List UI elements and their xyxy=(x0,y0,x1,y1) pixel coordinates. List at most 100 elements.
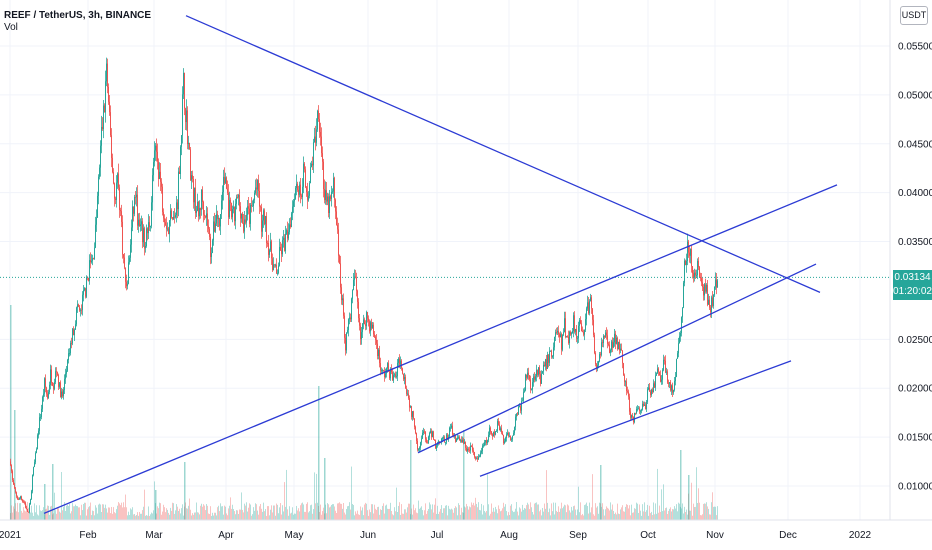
candle-body xyxy=(56,371,57,373)
candle-body xyxy=(182,94,183,136)
volume-bar xyxy=(641,515,642,520)
volume-bar xyxy=(76,505,77,520)
volume-bar xyxy=(43,507,44,520)
volume-bar xyxy=(648,515,649,520)
candle-body xyxy=(529,375,530,380)
volume-bar xyxy=(615,512,616,520)
candle-body xyxy=(253,200,254,207)
volume-bar xyxy=(575,509,576,520)
candle-body xyxy=(117,173,118,183)
volume-bar xyxy=(392,514,393,520)
volume-bar xyxy=(44,514,45,520)
volume-bar xyxy=(249,503,250,520)
volume-bar xyxy=(393,515,394,520)
volume-bar xyxy=(501,510,502,520)
volume-bar xyxy=(521,511,522,520)
volume-bar xyxy=(714,506,715,520)
volume-bar xyxy=(681,508,682,520)
volume-bar xyxy=(45,509,46,520)
volume-bar xyxy=(647,504,648,520)
volume-bar xyxy=(443,508,444,520)
candle-body xyxy=(144,228,145,249)
candle-body xyxy=(233,206,234,210)
currency-unit-button[interactable]: USDT xyxy=(900,6,928,25)
volume-bar xyxy=(496,509,497,520)
candle-body xyxy=(456,439,457,442)
volume-bar xyxy=(147,515,148,520)
candle-body xyxy=(48,392,49,398)
candle-body xyxy=(94,247,95,259)
candle-body xyxy=(104,105,105,113)
volume-bar xyxy=(621,507,622,520)
volume-bar xyxy=(356,513,357,520)
candle-body xyxy=(103,105,104,130)
symbol-title[interactable]: REEF / TetherUS, 3h, BINANCE xyxy=(4,10,152,21)
candle-body xyxy=(263,210,264,221)
volume-bar xyxy=(468,509,469,520)
candle-body xyxy=(517,413,518,415)
volume-bar xyxy=(307,502,308,520)
volume-bar xyxy=(661,489,662,520)
candle-body xyxy=(342,298,343,301)
trendlines[interactable] xyxy=(43,15,838,514)
volume-bar xyxy=(247,511,248,520)
time-axis[interactable]: 2021 Feb Mar Apr May Jun Jul Aug Sep Oct Nov Dec 202… xyxy=(0,519,932,541)
volume-bar xyxy=(579,512,580,520)
candle-body xyxy=(308,195,309,201)
candle-body xyxy=(553,347,554,357)
volume-bar xyxy=(290,513,291,520)
volume-bar xyxy=(322,511,323,520)
volume-bar xyxy=(229,505,230,520)
volume-label[interactable]: Vol xyxy=(4,22,18,33)
volume-bar xyxy=(185,502,186,520)
candle-body xyxy=(394,374,395,376)
candle-body xyxy=(705,284,706,292)
candle-body xyxy=(102,126,103,130)
candle-body xyxy=(534,376,535,380)
volume-bar xyxy=(643,511,644,520)
volume-bar xyxy=(665,508,666,520)
time-tick-label: Dec xyxy=(779,530,797,541)
price-axis[interactable]: 0.05500 0.05000 0.04500 0.04000 0.03500 0.025… xyxy=(889,0,932,520)
candle-body xyxy=(362,323,363,333)
volume-bar xyxy=(201,503,202,520)
volume-bar xyxy=(642,504,643,520)
volume-bar xyxy=(133,514,134,520)
volume-bar xyxy=(37,514,38,520)
candle-body xyxy=(524,390,525,392)
candle-body xyxy=(140,224,141,227)
candle-body xyxy=(316,129,317,143)
candle-body xyxy=(208,225,209,229)
volume-bar xyxy=(98,504,99,520)
volume-bar xyxy=(103,504,104,520)
volume-bar xyxy=(520,508,521,520)
candle-body xyxy=(613,342,614,348)
volume-bar xyxy=(481,503,482,520)
candle-body xyxy=(121,211,122,222)
candle-body xyxy=(609,344,610,353)
candle-body xyxy=(398,358,399,363)
candle-body xyxy=(417,440,418,450)
candle-body xyxy=(64,378,65,390)
candle-body xyxy=(513,433,514,436)
candle-body xyxy=(474,452,475,457)
candle-body xyxy=(321,136,322,154)
candle-body xyxy=(647,389,648,402)
volume-bar xyxy=(644,502,645,520)
volume-bar xyxy=(672,509,673,520)
candle-body xyxy=(675,376,676,382)
volume-bar xyxy=(152,513,153,520)
volume-bar xyxy=(418,500,419,520)
candle-body xyxy=(139,219,140,227)
volume-bar xyxy=(142,510,143,520)
candle-body xyxy=(401,360,402,369)
volume-bar xyxy=(634,508,635,520)
volume-bar xyxy=(684,506,685,520)
candle-body xyxy=(688,241,689,253)
volume-bar xyxy=(261,508,262,520)
volume-spike xyxy=(10,305,12,520)
volume-bar xyxy=(30,512,31,520)
candle-body xyxy=(343,298,344,316)
volume-bar xyxy=(34,503,35,520)
